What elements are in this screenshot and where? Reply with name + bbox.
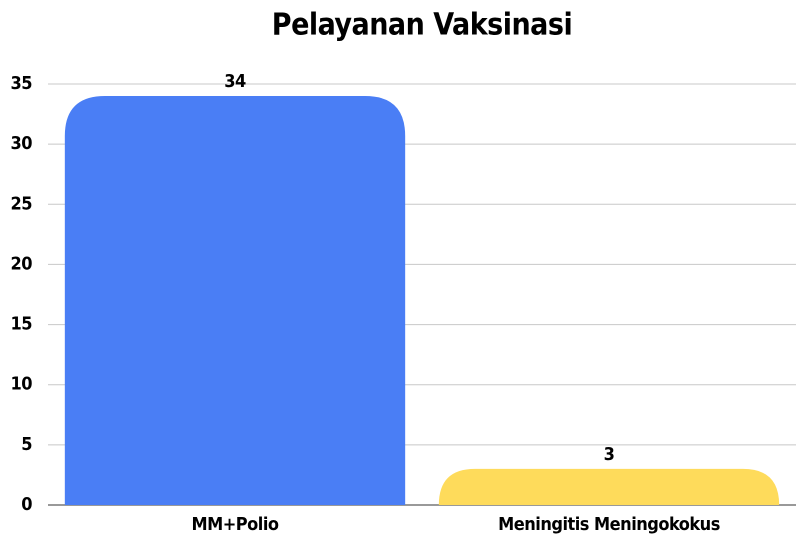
y-tick-label: 25 [10,193,32,214]
bar [64,96,406,506]
y-tick-label: 10 [10,374,32,395]
y-tick-label: 0 [21,494,32,515]
x-tick-label: Meningitis Meningokokus [498,514,720,535]
data-label: 3 [604,444,615,465]
data-label: 34 [224,71,246,92]
y-tick-label: 20 [10,253,32,274]
chart-title: Pelayanan Vaksinasi [272,8,572,43]
y-tick-label: 35 [10,73,32,94]
y-tick-label: 15 [10,314,32,335]
x-tick-label: MM+Polio [191,514,278,535]
bar [438,468,780,505]
y-tick-label: 5 [21,434,32,455]
y-tick-label: 30 [10,133,32,154]
